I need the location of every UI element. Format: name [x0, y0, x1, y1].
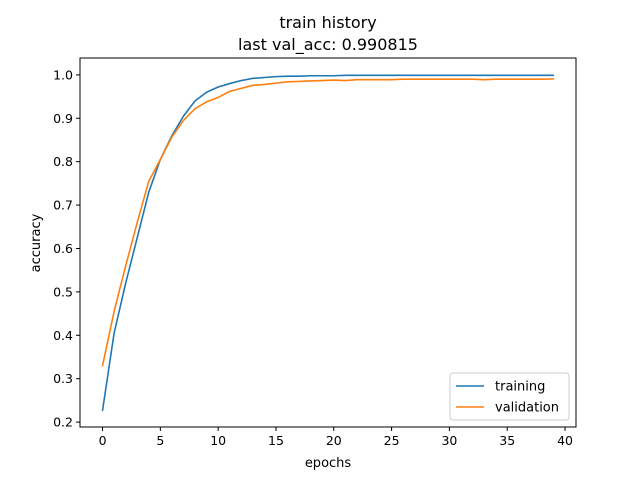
series-line-training — [101, 74, 555, 412]
legend-box — [449, 372, 570, 421]
x-tick-label: 0 — [99, 433, 107, 448]
y-tick-label: 0.9 — [53, 111, 73, 126]
x-axis-label: epochs — [305, 456, 352, 471]
chart-title: train history — [279, 13, 376, 32]
x-tick-label: 10 — [210, 433, 226, 448]
legend-label-validation: validation — [495, 401, 559, 416]
plot-area — [79, 57, 577, 428]
x-tick-label: 20 — [326, 433, 342, 448]
y-axis-label: accuracy — [29, 213, 44, 272]
series-line-validation — [101, 78, 555, 367]
y-tick-label: 0.2 — [53, 415, 73, 430]
x-tick-label: 5 — [156, 433, 164, 448]
series-layer — [101, 74, 555, 412]
legend-label-training: training — [495, 380, 545, 395]
y-tick-label: 0.5 — [53, 284, 73, 299]
axes-layer: 0 5 10 15 20 25 30 35 40 0.2 0.3 0.4 0.5 0.6 0.7 0.8 0.9… — [53, 67, 573, 448]
legend: training validation — [449, 372, 570, 421]
x-tick-label: 30 — [441, 433, 457, 448]
x-tick-label: 15 — [268, 433, 284, 448]
x-tick-label: 25 — [384, 433, 400, 448]
y-tick-label: 0.4 — [53, 328, 73, 343]
y-tick-label: 0.7 — [53, 198, 73, 213]
y-tick-label: 1.0 — [53, 67, 73, 82]
plot-frame — [79, 57, 577, 428]
y-tick-label: 0.3 — [53, 371, 73, 386]
y-tick-label: 0.6 — [53, 241, 73, 256]
x-tick-label: 35 — [499, 433, 515, 448]
x-tick-label: 40 — [557, 433, 573, 448]
y-tick-label: 0.8 — [53, 154, 73, 169]
chart-subtitle: last val_acc: 0.990815 — [238, 35, 418, 55]
